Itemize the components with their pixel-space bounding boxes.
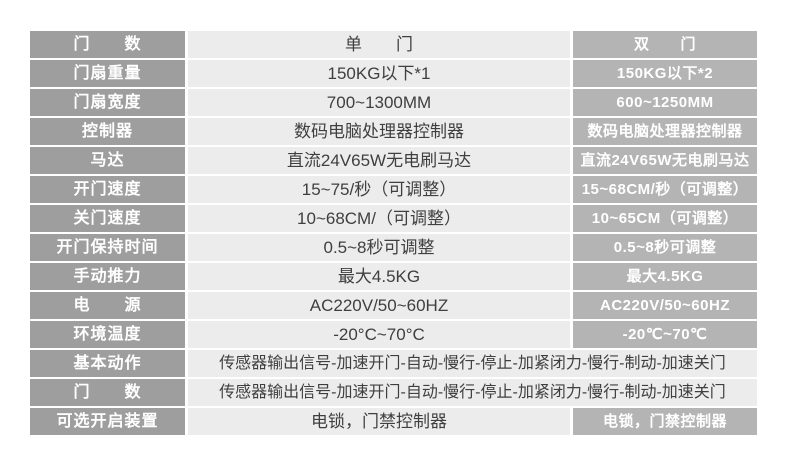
single-door-value-cell: 15~75/秒（可调整） — [188, 176, 570, 203]
single-door-value-cell: 150KG以下*1 — [188, 60, 570, 87]
single-door-value-cell: -20°C~70°C — [188, 321, 570, 348]
door-count-header-cell: 门 数 — [30, 31, 185, 58]
double-door-value-cell: 最大4.5KG — [573, 263, 757, 290]
double-door-value-cell: 电锁，门禁控制器 — [573, 408, 757, 435]
double-door-value-cell: AC220V/50~60HZ — [573, 292, 757, 319]
single-door-value-cell: 电锁，门禁控制器 — [188, 408, 570, 435]
spec-label-cell: 门扇宽度 — [30, 89, 185, 116]
double-door-value-cell: -20℃~70℃ — [573, 321, 757, 348]
single-door-value-cell: 数码电脑处理器控制器 — [188, 118, 570, 145]
spec-label-cell: 关门速度 — [30, 205, 185, 232]
spec-label-cell: 马达 — [30, 147, 185, 174]
spec-label-cell: 开门速度 — [30, 176, 185, 203]
spec-label-cell: 门扇重量 — [30, 60, 185, 87]
double-door-value-cell: 600~1250MM — [573, 89, 757, 116]
single-door-value-cell: 0.5~8秒可调整 — [188, 234, 570, 261]
double-door-header-cell: 双 门 — [573, 31, 757, 58]
double-door-value-cell: 直流24V65W无电刷马达 — [573, 147, 757, 174]
single-door-value-cell: 直流24V65W无电刷马达 — [188, 147, 570, 174]
double-door-value-cell: 10~65CM（可调整） — [573, 205, 757, 232]
spec-label-cell: 手动推力 — [30, 263, 185, 290]
full-width-value-cell: 传感器输出信号-加速开门-自动-慢行-停止-加紧闭力-慢行-制动-加速关门 — [188, 350, 757, 377]
double-door-value-cell: 0.5~8秒可调整 — [573, 234, 757, 261]
double-door-value-cell: 150KG以下*2 — [573, 60, 757, 87]
spec-label-cell: 门 数 — [30, 379, 185, 406]
double-door-value-cell: 数码电脑处理器控制器 — [573, 118, 757, 145]
single-door-value-cell: 10~68CM/（可调整） — [188, 205, 570, 232]
spec-label-cell: 基本动作 — [30, 350, 185, 377]
single-door-value-cell: AC220V/50~60HZ — [188, 292, 570, 319]
spec-label-cell: 开门保持时间 — [30, 234, 185, 261]
door-spec-table: 门 数单 门双 门门扇重量 150KG以下*1 150KG以下*2 门扇宽度 700~1… — [30, 31, 757, 435]
full-width-value-cell: 传感器输出信号-加速开门-自动-慢行-停止-加紧闭力-慢行-制动-加速关门 — [188, 379, 757, 406]
single-door-header-cell: 单 门 — [188, 31, 570, 58]
spec-label-cell: 电 源 — [30, 292, 185, 319]
spec-label-cell: 控制器 — [30, 118, 185, 145]
single-door-value-cell: 最大4.5KG — [188, 263, 570, 290]
single-door-value-cell: 700~1300MM — [188, 89, 570, 116]
double-door-value-cell: 15~68CM/秒（可调整） — [573, 176, 757, 203]
spec-label-cell: 可选开启装置 — [30, 408, 185, 435]
spec-label-cell: 环境温度 — [30, 321, 185, 348]
